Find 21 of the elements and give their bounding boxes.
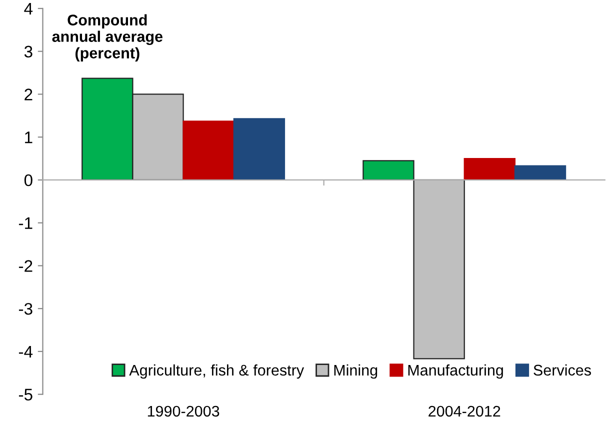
x-tick-label: 1990-2003 [148, 406, 220, 417]
bar [464, 158, 516, 181]
legend-label: Mining [334, 364, 378, 379]
bar [514, 165, 566, 181]
legend-label: Services [534, 364, 591, 376]
legend-label: Agriculture, fish & forestry [129, 364, 304, 379]
y-tick-label: -5 [18, 388, 32, 401]
y-tick-label: -2 [18, 260, 32, 272]
x-tick-label: 2004-2012 [428, 406, 500, 417]
y-tick-label: -3 [18, 302, 32, 315]
y-tick-label: 2 [24, 88, 32, 100]
y-tick-label: -1 [18, 217, 32, 229]
y-tick-label: 0 [24, 174, 32, 186]
y-tick-label: 1 [25, 132, 32, 144]
bar [233, 118, 286, 181]
bar [182, 120, 234, 181]
y-tick-label: -4 [18, 346, 33, 358]
y-tick-label: 3 [24, 46, 32, 58]
y-tick-label: 4 [24, 3, 33, 15]
annotation: Compound annual average (percent) [52, 14, 163, 62]
legend-label: Manufacturing [408, 364, 503, 379]
